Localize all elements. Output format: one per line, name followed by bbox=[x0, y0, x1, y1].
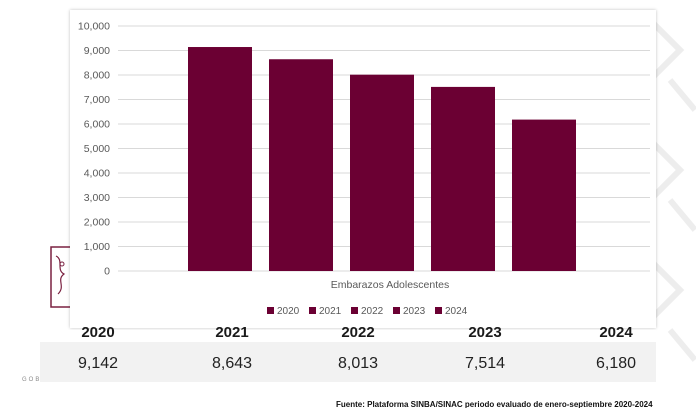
government-label: GOB bbox=[22, 377, 42, 383]
y-tick-label: 0 bbox=[104, 266, 110, 278]
summary-year-2020: 2020 bbox=[81, 324, 115, 341]
bar-2024 bbox=[512, 119, 576, 271]
bar-2021 bbox=[269, 59, 333, 272]
bar-2023 bbox=[431, 86, 495, 271]
legend-label-2020: 2020 bbox=[277, 306, 300, 317]
summary-value-2024: 6,180 bbox=[595, 355, 637, 372]
legend-swatch-2023 bbox=[393, 307, 400, 314]
legend-swatch-2022 bbox=[351, 307, 358, 314]
summary-year-2024: 2024 bbox=[599, 324, 633, 341]
summary-table: 2020 9,142 2021 8,643 2022 8,013 2023 7,514 2024… bbox=[40, 324, 656, 382]
summary-value-2023: 7,514 bbox=[464, 355, 506, 372]
chart-card: 0 1,000 2,000 3,000 4,000 5,000 6,000 7,000 8,00… bbox=[70, 10, 656, 328]
summary-value-row bbox=[40, 342, 656, 382]
bar-2020 bbox=[188, 47, 252, 272]
y-tick-label: 6,000 bbox=[84, 119, 110, 131]
summary-year-2023: 2023 bbox=[468, 324, 502, 341]
y-tick-label: 9,000 bbox=[84, 45, 110, 57]
summary-year-2022: 2022 bbox=[341, 324, 375, 341]
legend-label-2021: 2021 bbox=[319, 306, 342, 317]
y-tick-label: 1,000 bbox=[84, 241, 110, 253]
summary-value-2020: 9,142 bbox=[77, 355, 119, 372]
y-tick-label: 3,000 bbox=[84, 192, 110, 204]
y-tick-label: 10,000 bbox=[78, 21, 110, 33]
y-tick-label: 7,000 bbox=[84, 94, 110, 106]
y-tick-label: 5,000 bbox=[84, 143, 110, 155]
y-tick-label: 8,000 bbox=[84, 70, 110, 82]
legend-label-2023: 2023 bbox=[403, 306, 426, 317]
legend-label-2024: 2024 bbox=[445, 306, 468, 317]
background-pattern bbox=[647, 17, 696, 362]
summary-year-2021: 2021 bbox=[215, 324, 249, 341]
x-axis-label: Embarazos Adolescentes bbox=[331, 279, 449, 291]
summary-header-row bbox=[40, 330, 656, 342]
government-logo bbox=[50, 246, 72, 308]
summary-value-2021: 8,643 bbox=[211, 355, 253, 372]
legend-swatch-2021 bbox=[309, 307, 316, 314]
legend-swatch-2020 bbox=[267, 307, 274, 314]
summary-value-2022: 8,013 bbox=[337, 355, 379, 372]
source-note: Fuente: Plataforma SINBA/SINAC periodo e… bbox=[336, 400, 653, 408]
bar-chart: 0 1,000 2,000 3,000 4,000 5,000 6,000 7,000 8,00… bbox=[78, 21, 650, 317]
y-tick-label: 4,000 bbox=[84, 168, 110, 180]
bar-2022 bbox=[350, 74, 414, 271]
legend-swatch-2024 bbox=[435, 307, 442, 314]
legend-label-2022: 2022 bbox=[361, 306, 384, 317]
y-tick-label: 2,000 bbox=[84, 217, 110, 229]
